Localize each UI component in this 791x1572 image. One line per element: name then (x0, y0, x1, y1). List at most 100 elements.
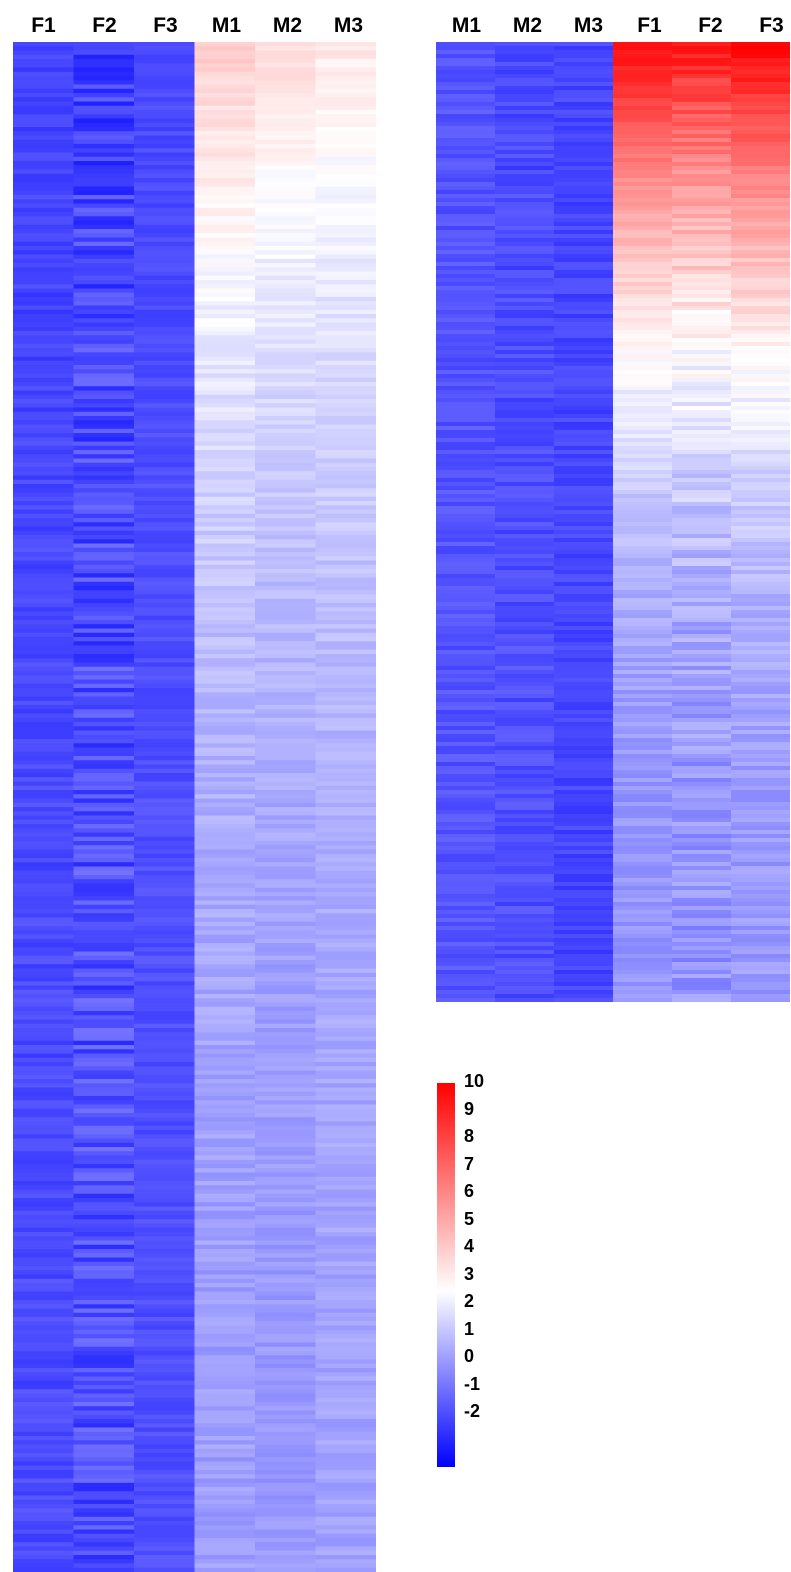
heatmap-cell (554, 730, 614, 735)
heatmap-cell (613, 562, 673, 567)
heatmap-cell (194, 930, 256, 936)
heatmap-cell (73, 1465, 135, 1471)
heatmap-cell (554, 622, 614, 627)
heatmap-cell (315, 1104, 376, 1110)
heatmap-cell (13, 1232, 75, 1237)
heatmap-cell (255, 1189, 317, 1195)
heatmap-cell (194, 858, 256, 863)
heatmap-cell (731, 254, 790, 259)
heatmap-cell (73, 645, 135, 651)
heatmap-cell (194, 560, 256, 566)
heatmap-cell (73, 1321, 135, 1327)
heatmap-cell (73, 122, 135, 128)
heatmap-cell (134, 998, 196, 1004)
heatmap-cell (495, 754, 555, 759)
heatmap-cell (731, 274, 790, 279)
heatmap-cell (13, 1487, 75, 1492)
heatmap-cell (495, 66, 555, 71)
heatmap-cell (672, 794, 732, 799)
heatmap-cell (731, 518, 790, 523)
heatmap-cell (315, 471, 376, 477)
heatmap-cell (13, 1219, 75, 1225)
heatmap-cell (255, 284, 317, 290)
heatmap-cell (134, 1470, 196, 1475)
heatmap-cell (672, 698, 732, 703)
heatmap-cell (13, 760, 75, 766)
heatmap-cell (495, 518, 555, 523)
heatmap-cell (134, 666, 196, 672)
heatmap-cell (315, 454, 376, 460)
heatmap-cell (554, 126, 614, 131)
heatmap-cell (315, 322, 376, 328)
heatmap-cell (554, 182, 614, 187)
heatmap-cell (672, 706, 732, 711)
heatmap-cell (194, 526, 256, 532)
heatmap-cell (554, 742, 614, 747)
heatmap-cell (436, 610, 496, 615)
heatmap-cell (315, 1525, 376, 1531)
heatmap-cell (13, 445, 75, 451)
heatmap-cell (194, 386, 256, 392)
heatmap-cell (13, 671, 75, 676)
heatmap-cell (73, 267, 135, 273)
heatmap-cell (613, 954, 673, 959)
heatmap-cell (134, 1461, 196, 1467)
heatmap-cell (194, 1117, 256, 1123)
heatmap-cell (315, 1342, 376, 1348)
heatmap-cell (731, 170, 790, 175)
heatmap-cell (613, 194, 673, 199)
heatmap-cell (73, 1134, 135, 1140)
heatmap-cell (554, 782, 614, 787)
heatmap-cell (73, 747, 135, 753)
heatmap-cell (73, 1253, 135, 1259)
heatmap-cell (613, 610, 673, 615)
heatmap-cell (194, 445, 256, 451)
heatmap-cell (315, 611, 376, 617)
heatmap-cell (73, 220, 135, 226)
heatmap-cell (731, 570, 790, 575)
heatmap-cell (436, 170, 496, 175)
heatmap-cell (13, 101, 75, 107)
heatmap-cell (255, 1249, 317, 1254)
heatmap-cell (194, 1147, 256, 1152)
heatmap-cell (73, 59, 135, 64)
heatmap-cell (194, 866, 256, 872)
heatmap-cell (315, 964, 376, 970)
heatmap-cell (194, 1321, 256, 1327)
heatmap-cell (672, 814, 732, 819)
heatmap-cell (255, 951, 317, 957)
heatmap-cell (73, 675, 135, 681)
heatmap-cell (13, 1083, 75, 1089)
heatmap-cell (255, 564, 317, 570)
heatmap-cell (255, 1470, 317, 1475)
heatmap-cell (731, 802, 790, 807)
heatmap-cell (495, 210, 555, 215)
heatmap-cell (134, 1444, 196, 1450)
heatmap-cell (613, 886, 673, 891)
heatmap-cell (554, 350, 614, 355)
heatmap-cell (194, 1240, 256, 1246)
heatmap-cell (255, 1028, 317, 1033)
heatmap-cell (134, 1215, 196, 1220)
heatmap-cell (731, 898, 790, 903)
heatmap-cell (495, 654, 555, 659)
heatmap-cell (134, 178, 196, 183)
heatmap-cell (194, 1555, 256, 1560)
heatmap-cell (194, 819, 256, 825)
heatmap-cell (13, 131, 75, 137)
heatmap-cell (672, 562, 732, 567)
heatmap-cell (13, 1414, 75, 1420)
heatmap-cell (495, 586, 555, 591)
heatmap-cell (613, 462, 673, 467)
heatmap-cell (554, 270, 614, 275)
heatmap-cell (194, 675, 256, 681)
heatmap-cell (554, 970, 614, 975)
heatmap-cell (13, 679, 75, 685)
heatmap-cell (731, 394, 790, 399)
heatmap-cell (194, 1402, 256, 1407)
heatmap-cell (731, 218, 790, 223)
heatmap-cell (731, 990, 790, 995)
heatmap-cell (315, 420, 376, 426)
heatmap-cell (731, 710, 790, 715)
heatmap-cell (436, 118, 496, 123)
